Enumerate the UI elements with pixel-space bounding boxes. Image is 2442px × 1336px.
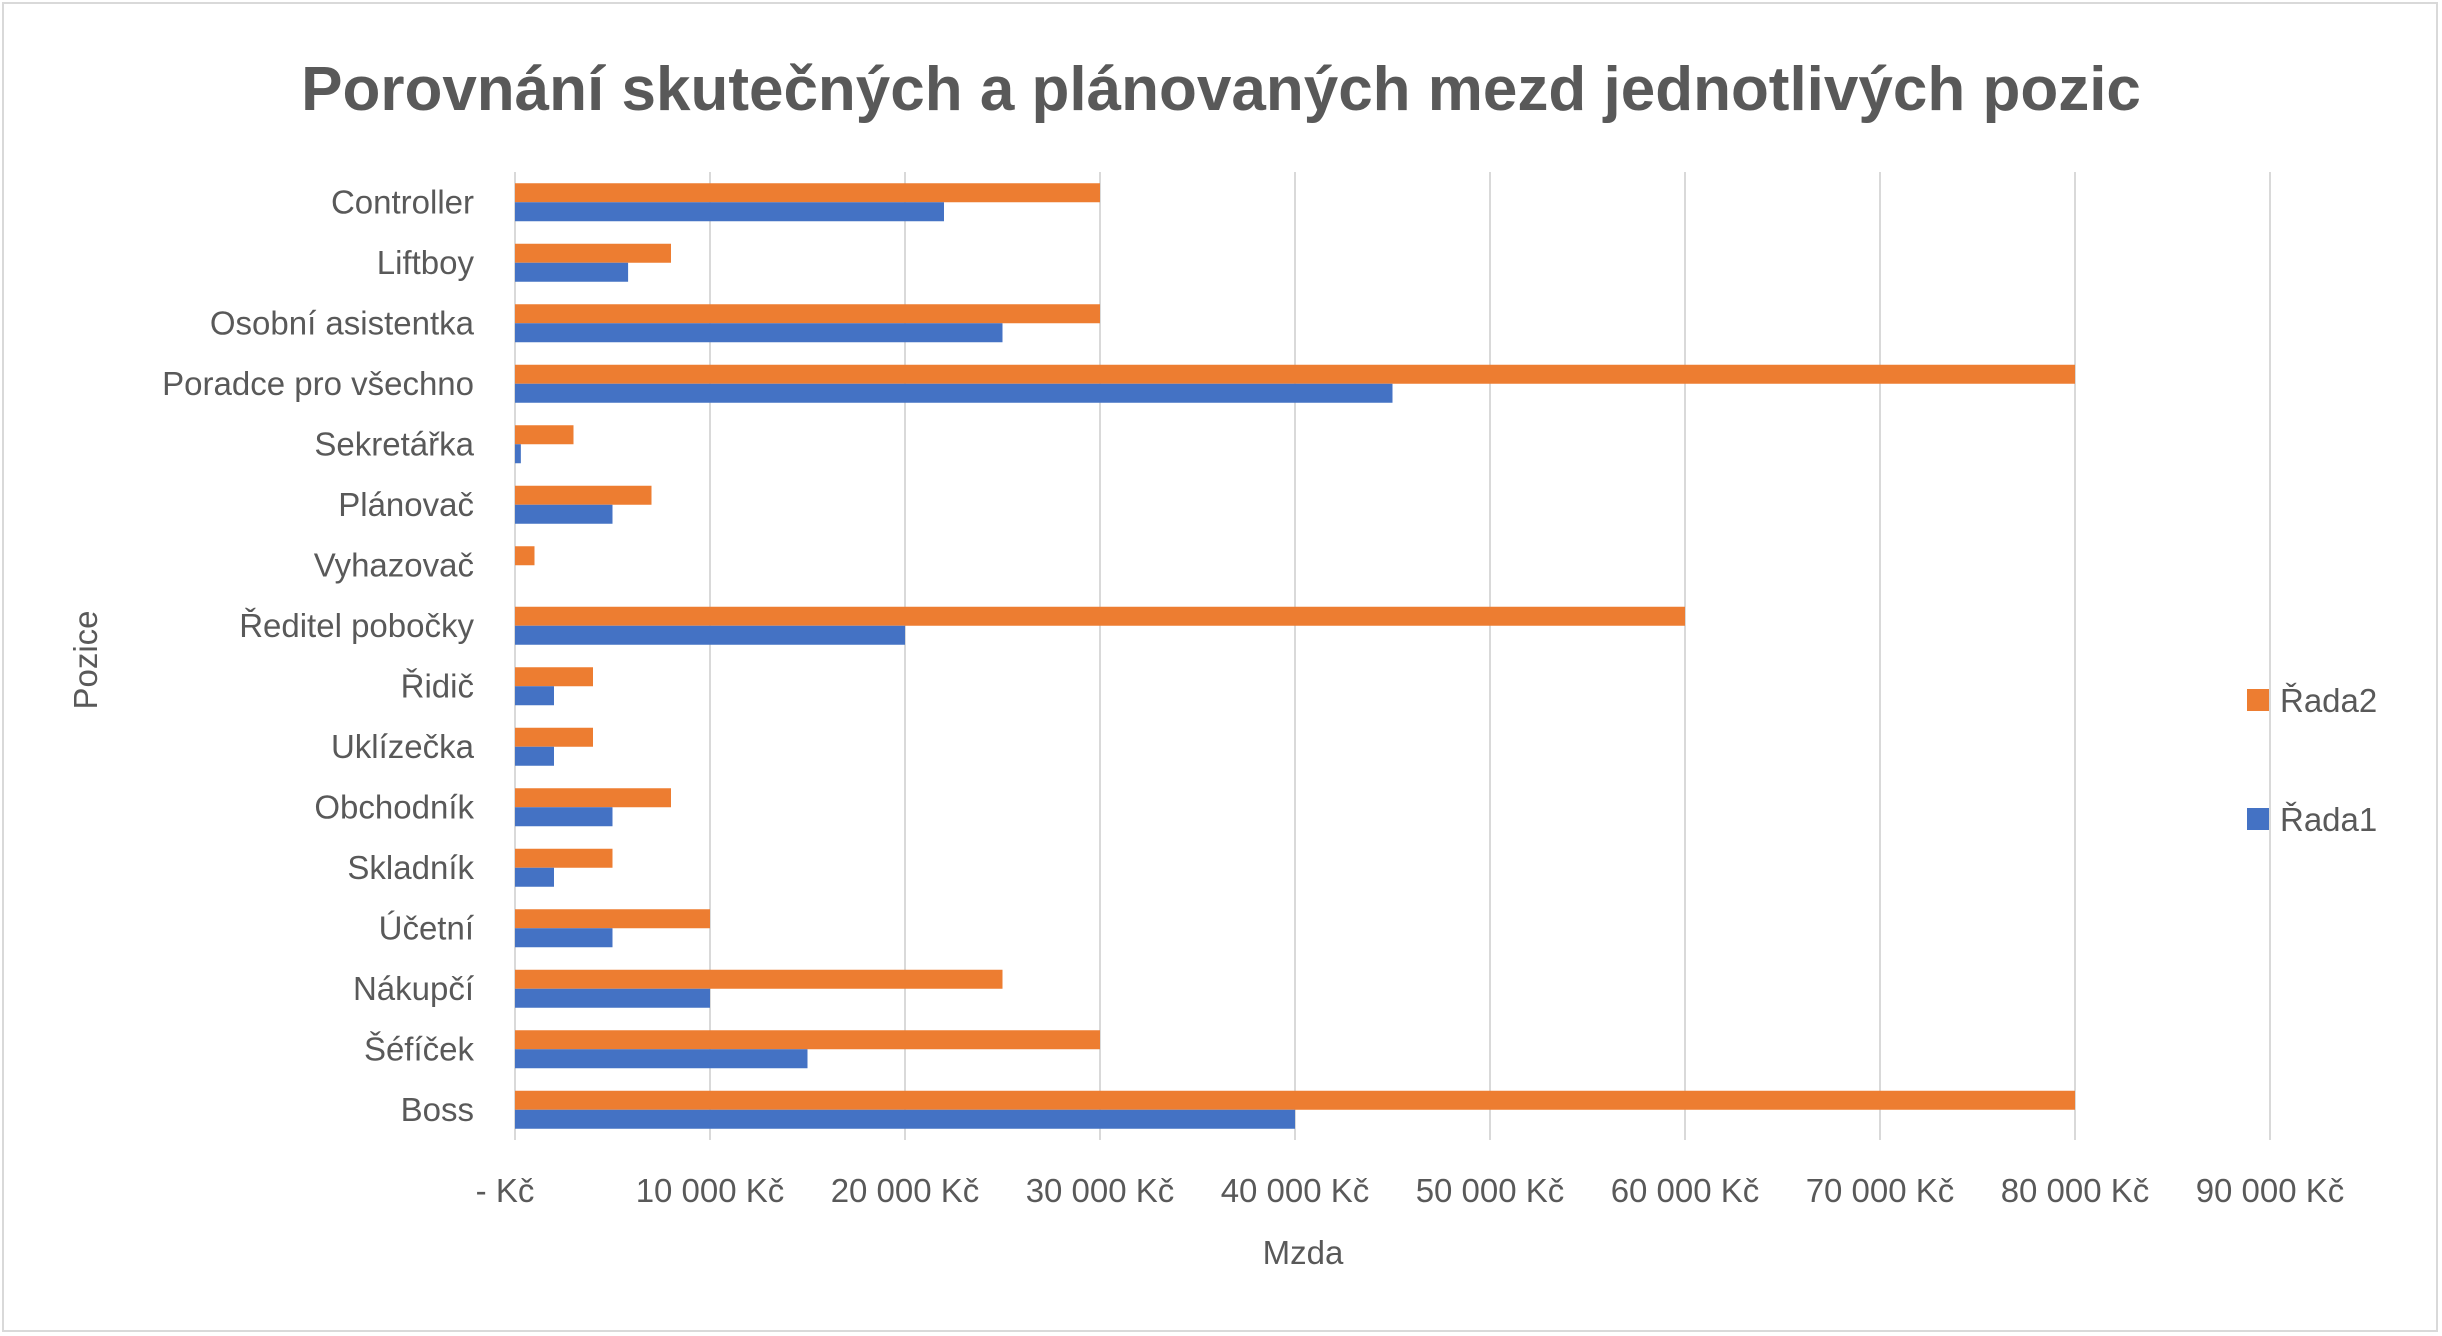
bar-rada2: [515, 848, 613, 868]
bar-rada1: [515, 444, 521, 464]
x-tick-label: 10 000 Kč: [636, 1172, 785, 1209]
bar-rada1: [515, 1049, 808, 1069]
category-label: Liftboy: [377, 244, 475, 281]
bar-rada1: [515, 504, 613, 524]
x-tick-label: 50 000 Kč: [1416, 1172, 1565, 1209]
bar-rada2: [515, 969, 1003, 989]
category-labels: Boss Šéfíček Nákupčí Účetní Skladník Obchodní…: [162, 183, 474, 1128]
bar-rada2: [515, 243, 671, 263]
bar-rada2: [515, 425, 574, 445]
category-label: Poradce pro všechno: [162, 365, 474, 402]
category-label: Osobní asistentka: [210, 304, 475, 341]
bars: [515, 183, 2075, 1129]
bar-rada1: [515, 625, 905, 645]
x-tick-label: 40 000 Kč: [1221, 1172, 1370, 1209]
bar-rada2: [515, 1090, 2075, 1110]
bar-rada2: [515, 485, 652, 505]
category-label: Skladník: [347, 849, 474, 886]
category-label: Controller: [331, 183, 474, 220]
x-axis-title: Mzda: [1263, 1234, 1344, 1271]
category-label: Obchodník: [314, 788, 474, 825]
bar-rada2: [515, 1030, 1100, 1050]
bar-rada1: [515, 1109, 1295, 1129]
bar-rada1: [515, 202, 944, 222]
bar-rada2: [515, 546, 535, 566]
bar-rada1: [515, 807, 613, 827]
x-tick-label: 70 000 Kč: [1806, 1172, 1955, 1209]
x-tick-label: 90 000 Kč: [2196, 1172, 2345, 1209]
category-label: Řidič: [401, 667, 474, 704]
bar-rada2: [515, 606, 1685, 626]
bar-rada1: [515, 686, 554, 706]
y-axis-title: Pozice: [67, 610, 104, 709]
category-label: Ředitel pobočky: [239, 607, 474, 644]
bar-rada2: [515, 667, 593, 687]
legend-label: Řada2: [2280, 682, 2377, 719]
x-tick-label: 80 000 Kč: [2001, 1172, 2150, 1209]
x-tick-label: 20 000 Kč: [831, 1172, 980, 1209]
bar-rada1: [515, 746, 554, 766]
x-tick-label: - Kč: [476, 1172, 535, 1209]
bar-rada1: [515, 867, 554, 887]
category-label: Vyhazovač: [314, 546, 474, 583]
legend-swatch: [2247, 689, 2269, 711]
category-label: Plánovač: [338, 486, 474, 523]
bar-rada2: [515, 364, 2075, 384]
bar-rada2: [515, 727, 593, 747]
x-tick-labels: - Kč 10 000 Kč 20 000 Kč 30 000 Kč 40 000 Kč…: [476, 1172, 2345, 1209]
category-label: Účetní: [379, 909, 474, 946]
category-label: Boss: [401, 1091, 474, 1128]
x-tick-label: 60 000 Kč: [1611, 1172, 1760, 1209]
category-label: Nákupčí: [353, 970, 474, 1007]
legend-swatch: [2247, 808, 2269, 830]
legend-label: Řada1: [2280, 801, 2377, 838]
category-label: Šéfíček: [364, 1030, 475, 1067]
category-label: Sekretářka: [314, 425, 474, 462]
x-tick-label: 30 000 Kč: [1026, 1172, 1175, 1209]
bar-rada1: [515, 988, 710, 1008]
bar-rada2: [515, 788, 671, 808]
category-label: Uklízečka: [331, 728, 475, 765]
bar-rada2: [515, 909, 710, 929]
legend: Řada2 Řada1: [2247, 682, 2377, 838]
bar-rada1: [515, 262, 629, 282]
bar-rada2: [515, 183, 1100, 203]
bar-rada1: [515, 323, 1003, 343]
bar-rada1: [515, 928, 613, 948]
chart-title: Porovnání skutečných a plánovaných mezd …: [301, 55, 2141, 124]
bar-rada1: [515, 383, 1393, 403]
bar-rada2: [515, 304, 1100, 324]
